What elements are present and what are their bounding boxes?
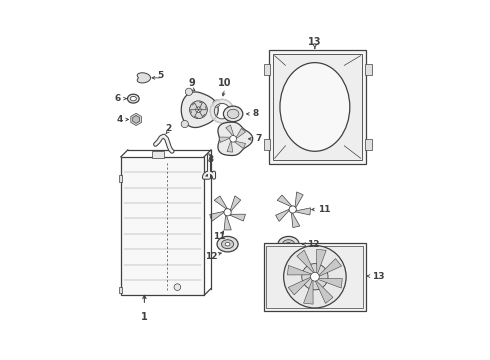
Polygon shape (297, 250, 315, 274)
Ellipse shape (225, 242, 230, 246)
Polygon shape (229, 214, 245, 221)
Ellipse shape (130, 96, 136, 101)
Polygon shape (133, 116, 140, 123)
Ellipse shape (223, 106, 243, 122)
Polygon shape (219, 137, 231, 143)
Polygon shape (236, 129, 245, 139)
Polygon shape (227, 140, 233, 152)
Polygon shape (214, 196, 228, 210)
Text: 8: 8 (252, 109, 259, 118)
Circle shape (174, 284, 181, 291)
Ellipse shape (283, 240, 294, 249)
Bar (119, 287, 122, 293)
Bar (264, 64, 270, 75)
Polygon shape (294, 208, 311, 215)
Circle shape (230, 135, 237, 142)
Polygon shape (288, 277, 312, 295)
Bar (267, 246, 364, 308)
Bar (119, 175, 122, 182)
Bar (121, 157, 204, 296)
Ellipse shape (127, 94, 139, 103)
Text: 4: 4 (116, 115, 122, 124)
Text: 3: 3 (208, 156, 214, 165)
Text: 1: 1 (141, 312, 148, 322)
Circle shape (311, 273, 319, 281)
Bar (365, 64, 372, 75)
Ellipse shape (278, 237, 299, 252)
Circle shape (302, 264, 328, 290)
Ellipse shape (280, 63, 350, 151)
Text: 10: 10 (218, 78, 232, 88)
Polygon shape (226, 125, 234, 136)
Polygon shape (181, 92, 218, 127)
Polygon shape (318, 258, 342, 277)
Text: 2: 2 (165, 123, 171, 132)
Bar (264, 139, 270, 150)
Bar (264, 243, 366, 311)
Polygon shape (288, 265, 313, 275)
Text: 12: 12 (307, 240, 319, 249)
Polygon shape (230, 196, 241, 212)
Bar (365, 139, 372, 150)
Text: 11: 11 (318, 205, 330, 214)
Polygon shape (291, 212, 300, 228)
Text: 9: 9 (188, 78, 195, 88)
Polygon shape (303, 279, 313, 304)
Text: 5: 5 (158, 71, 164, 80)
Polygon shape (295, 192, 303, 208)
Polygon shape (224, 214, 231, 230)
Text: 11: 11 (213, 231, 225, 240)
Bar (273, 54, 362, 159)
Polygon shape (317, 249, 326, 274)
Polygon shape (277, 195, 293, 207)
Circle shape (196, 107, 201, 112)
Ellipse shape (217, 237, 238, 252)
Circle shape (185, 88, 193, 95)
Ellipse shape (221, 240, 234, 249)
Ellipse shape (227, 109, 239, 118)
Circle shape (284, 246, 346, 308)
Circle shape (190, 101, 207, 118)
Circle shape (213, 100, 220, 107)
Polygon shape (234, 141, 245, 149)
Polygon shape (315, 280, 333, 303)
Circle shape (289, 206, 296, 213)
Polygon shape (210, 211, 225, 221)
Bar (152, 151, 164, 158)
Text: 7: 7 (255, 134, 262, 143)
Text: 13: 13 (372, 271, 384, 280)
Text: 12: 12 (205, 252, 217, 261)
Polygon shape (218, 122, 253, 156)
Ellipse shape (286, 242, 291, 246)
Circle shape (181, 121, 188, 128)
Polygon shape (137, 73, 150, 83)
Text: 13: 13 (308, 37, 321, 46)
Bar (269, 50, 366, 164)
Circle shape (224, 209, 231, 216)
Polygon shape (131, 113, 142, 126)
Polygon shape (275, 209, 290, 221)
Text: 6: 6 (115, 94, 121, 103)
Polygon shape (317, 279, 343, 288)
